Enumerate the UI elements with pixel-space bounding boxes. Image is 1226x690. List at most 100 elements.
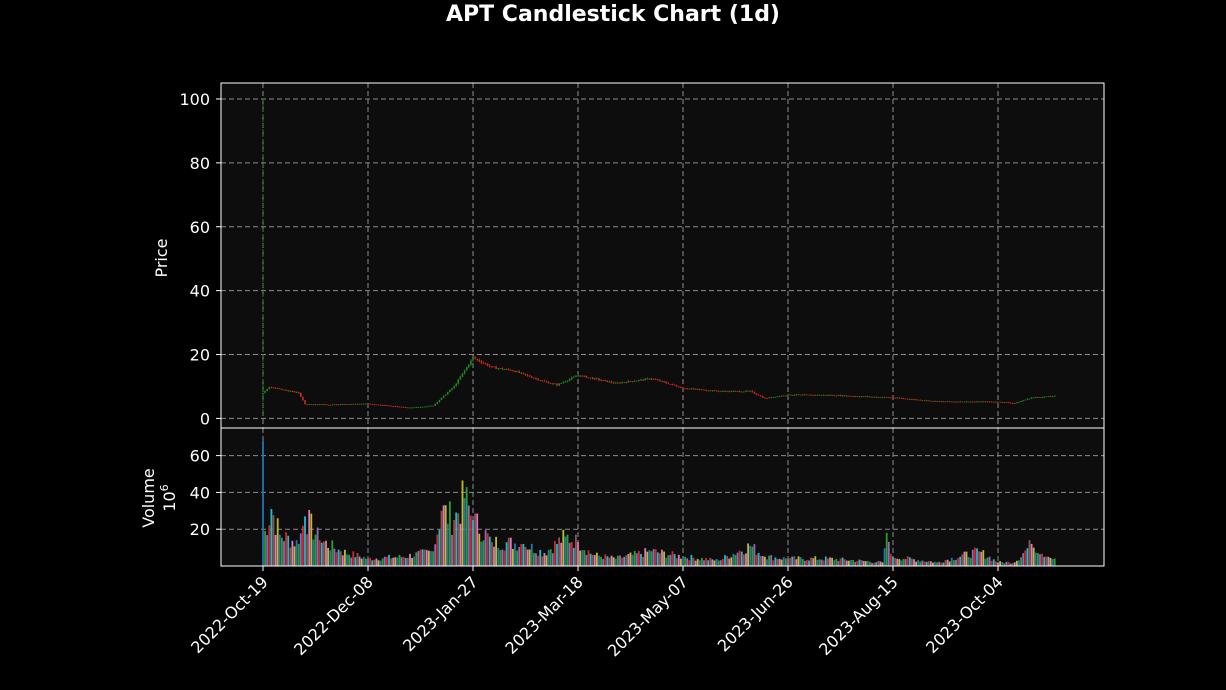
volume-bar [656,552,659,566]
volume-bar [612,557,615,566]
volume-bar [297,543,300,566]
volume-bar [789,557,791,566]
volume-bar [419,549,422,566]
candle-body [522,372,525,374]
price-tick-label: 60 [190,218,210,237]
candle-body [503,369,506,371]
candle-body [673,384,676,386]
volume-bar [278,534,281,566]
volume-bar [885,532,888,566]
volume-bar [971,549,974,566]
candle-body [862,396,865,398]
candle-body [516,371,518,373]
candle-body [470,360,472,365]
volume-bar [564,536,567,566]
candle-body [732,391,735,392]
volume-bar [635,553,638,566]
candle-body [356,403,359,405]
candle-body [600,380,602,381]
volume-bar [782,557,785,566]
candle-body [266,389,268,391]
volume-bar [325,540,327,566]
candle-body [701,389,703,391]
volume-bar [1043,556,1046,566]
candle-body [1051,396,1054,398]
volume-bar [314,534,317,566]
candle-body [751,390,754,392]
volume-bar [866,560,869,566]
volume-bar [755,554,758,566]
volume-bar [908,557,911,566]
price-tick-label: 0 [200,409,210,428]
candle-body [976,401,978,403]
candle-body [858,396,861,398]
candle-body [915,399,917,401]
candle-body [291,391,294,392]
candle-body [1030,397,1033,399]
volume-bar [602,559,605,566]
volume-bar [726,556,728,566]
volume-bar [383,556,386,566]
candle-body [988,401,991,403]
candle-body [1035,397,1037,398]
candle-body [822,394,825,396]
candle-body [337,404,340,406]
candle-body [270,387,273,389]
volume-bar [440,510,443,566]
candle-body [793,395,796,396]
candle-body [1016,402,1018,404]
candle-body [321,404,323,406]
volume-bar [411,558,413,566]
candle-body [510,369,512,371]
volume-bar [570,541,573,566]
candle-body [405,407,407,408]
candle-body [1037,397,1039,398]
volume-bar [948,561,951,566]
volume-bar [415,552,418,566]
candle-body [810,394,812,396]
candle-body [896,397,898,399]
volume-bar [581,550,584,566]
candle-body [373,404,376,406]
candle-body [612,382,615,384]
volume-bar [593,554,596,566]
volume-bar [950,557,953,566]
volume-bar [707,560,710,566]
volume-bar [757,552,760,566]
volume-bar [921,560,924,566]
candle-body [997,401,999,403]
volume-bar [837,561,840,566]
candle-body [283,389,285,391]
candle-body [720,391,722,393]
candle-body [772,397,775,398]
volume-bar [539,550,542,566]
volume-bar [1053,558,1056,566]
candle-body [440,397,443,400]
candle-body [295,392,298,393]
volume-bar [917,560,920,566]
candle-body [398,406,401,408]
candle-body [272,387,275,389]
candle-body [497,368,499,370]
volume-bar [724,555,726,566]
volume-bar [457,513,460,566]
volume-bar [614,558,617,566]
volume-bar [264,531,266,566]
candle-body [430,405,432,407]
volume-panel-frame [220,427,1105,567]
x-tick-label: 2022-Dec-08 [290,572,377,659]
candle-body [846,395,848,397]
candle-body [596,378,598,379]
volume-bar [549,549,552,566]
candle-body [472,357,474,361]
candle-body [646,378,649,380]
volume-bar [308,509,311,566]
volume-bar [642,556,644,566]
volume-bar [824,556,827,566]
volume-bar [352,551,355,566]
volume-bar [396,557,399,566]
volume-bar [1013,562,1016,566]
volume-bar [869,561,871,566]
candle-body [610,381,613,383]
candle-body [814,394,817,396]
